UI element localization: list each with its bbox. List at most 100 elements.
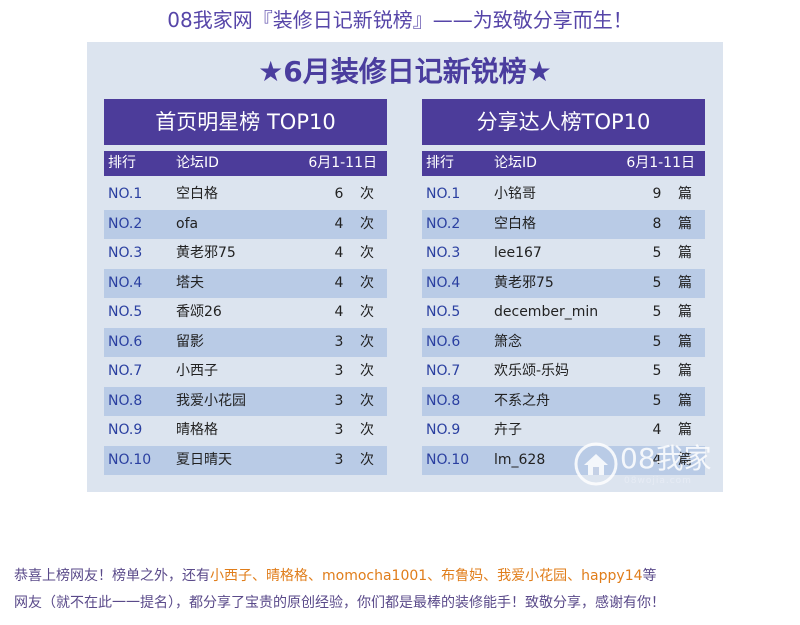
rank-cell: NO.5	[426, 304, 461, 320]
name-cell: 不系之舟	[494, 392, 550, 409]
name-cell: 黄老邪75	[494, 274, 554, 291]
unit-cell: 篇	[678, 392, 692, 409]
notice-prefix: 恭喜上榜网友！榜单之外，还有	[14, 568, 210, 584]
rank-cell: NO.6	[426, 333, 461, 350]
count-cell: 3	[334, 422, 344, 438]
col-forum-id: 论坛ID	[494, 155, 537, 171]
table-row: NO.7 小西子 3 次	[104, 357, 387, 387]
rank-cell: NO.7	[426, 363, 461, 379]
unit-cell: 篇	[678, 363, 692, 379]
unit-cell: 次	[360, 186, 374, 202]
name-cell: lm_628	[494, 451, 546, 468]
table-row: NO.6 留影 3 次	[104, 327, 387, 357]
watermark-logo: 08我家 08wojia.com	[570, 440, 730, 492]
share-master-panel: 分享达人榜TOP10 排行 论坛ID 6月1-11日 NO.1 小铭哥 9 篇 NO.2…	[422, 99, 705, 475]
site-title: 08我家网『装修日记新锐榜』——为致敬分享而生！	[167, 8, 633, 32]
table-row: NO.9 晴格格 3 次	[104, 416, 387, 446]
rank-cell: NO.1	[426, 186, 461, 202]
unit-cell: 篇	[678, 186, 692, 202]
rank-cell: NO.9	[426, 422, 461, 438]
count-cell: 5	[652, 274, 662, 291]
count-cell: 6	[334, 186, 344, 202]
notice-line2: 网友（就不在此一一提名），都分享了宝贵的原创经验，你们都是最棒的装修能手！致敬分…	[14, 595, 665, 611]
rank-cell: NO.8	[426, 392, 461, 409]
col-forum-id: 论坛ID	[176, 155, 219, 171]
count-cell: 5	[652, 304, 662, 320]
ranking-list: NO.1 空白格 6 次 NO.2 ofa 4 次 NO.3 黄老邪75 4 次 NO.4 塔夫 4 次 NO.…	[104, 180, 387, 475]
count-cell: 4	[652, 422, 662, 438]
unit-cell: 次	[360, 422, 374, 438]
rank-cell: NO.3	[108, 245, 143, 261]
count-cell: 3	[334, 363, 344, 379]
unit-cell: 次	[360, 304, 374, 320]
count-cell: 5	[652, 333, 662, 350]
count-cell: 3	[334, 451, 344, 468]
table-row: NO.8 不系之舟 5 篇	[422, 386, 705, 416]
board-title: ★6月装修日记新锐榜★	[258, 55, 552, 88]
table-row: NO.4 塔夫 4 次	[104, 268, 387, 298]
ranking-board: ★6月装修日记新锐榜★ 首页明星榜 TOP10 排行 论坛ID 6月1-11日 …	[87, 42, 723, 492]
name-cell: ofa	[176, 215, 199, 232]
rank-cell: NO.9	[108, 422, 143, 438]
name-cell: 小铭哥	[494, 186, 536, 202]
name-cell: 我爱小花园	[176, 392, 246, 409]
table-row: NO.5 december_min 5 篇	[422, 298, 705, 328]
table-row: NO.6 箫念 5 篇	[422, 327, 705, 357]
rank-cell: NO.5	[108, 304, 143, 320]
unit-cell: 次	[360, 274, 374, 291]
rank-cell: NO.1	[108, 186, 143, 202]
ranking-list: NO.1 小铭哥 9 篇 NO.2 空白格 8 篇 NO.3 lee167 5 篇 NO.4 黄老邪75 5…	[422, 180, 705, 475]
unit-cell: 篇	[678, 274, 692, 291]
table-row: NO.10 夏日晴天 3 次	[104, 445, 387, 475]
count-cell: 8	[652, 215, 662, 232]
name-cell: 箫念	[494, 333, 522, 350]
count-cell: 5	[652, 392, 662, 409]
unit-cell: 篇	[678, 422, 692, 438]
rank-cell: NO.2	[108, 215, 143, 232]
table-row: NO.3 黄老邪75 4 次	[104, 239, 387, 269]
unit-cell: 篇	[678, 333, 692, 350]
panel-title: 分享达人榜TOP10	[422, 99, 705, 145]
rank-cell: NO.10	[108, 451, 152, 468]
count-cell: 5	[652, 363, 662, 379]
count-cell: 4	[652, 451, 662, 468]
name-cell: lee167	[494, 245, 542, 261]
notice-text: 恭喜上榜网友！榜单之外，还有小西子、晴格格、momocha1001、布鲁妈、我爱…	[14, 563, 794, 617]
count-cell: 5	[652, 245, 662, 261]
name-cell: 卉子	[494, 422, 522, 438]
unit-cell: 篇	[678, 451, 692, 468]
col-rank: 排行	[108, 155, 136, 171]
table-row: NO.10 lm_628 4 篇	[422, 445, 705, 475]
count-cell: 4	[334, 215, 344, 232]
unit-cell: 篇	[678, 304, 692, 320]
notice-highlight-names: 小西子、晴格格、momocha1001、布鲁妈、我爱小花园、happy14	[210, 568, 643, 584]
name-cell: 留影	[176, 333, 204, 350]
table-row: NO.5 香颂26 4 次	[104, 298, 387, 328]
rank-cell: NO.3	[426, 245, 461, 261]
name-cell: 空白格	[176, 186, 218, 202]
unit-cell: 次	[360, 363, 374, 379]
name-cell: 塔夫	[176, 274, 204, 291]
unit-cell: 次	[360, 333, 374, 350]
name-cell: 小西子	[176, 363, 218, 379]
table-row: NO.2 空白格 8 篇	[422, 209, 705, 239]
table-row: NO.1 小铭哥 9 篇	[422, 180, 705, 210]
count-cell: 9	[652, 186, 662, 202]
column-header: 排行 论坛ID 6月1-11日	[422, 151, 705, 176]
notice-suffix: 等	[642, 568, 657, 584]
table-row: NO.1 空白格 6 次	[104, 180, 387, 210]
col-date: 6月1-11日	[308, 155, 377, 171]
unit-cell: 次	[360, 451, 374, 468]
name-cell: december_min	[494, 304, 599, 320]
rank-cell: NO.4	[426, 274, 461, 291]
unit-cell: 次	[360, 392, 374, 409]
count-cell: 4	[334, 274, 344, 291]
table-row: NO.2 ofa 4 次	[104, 209, 387, 239]
count-cell: 4	[334, 304, 344, 320]
table-row: NO.3 lee167 5 篇	[422, 239, 705, 269]
count-cell: 3	[334, 333, 344, 350]
name-cell: 黄老邪75	[176, 245, 236, 261]
rank-cell: NO.4	[108, 274, 143, 291]
table-row: NO.8 我爱小花园 3 次	[104, 386, 387, 416]
count-cell: 3	[334, 392, 344, 409]
